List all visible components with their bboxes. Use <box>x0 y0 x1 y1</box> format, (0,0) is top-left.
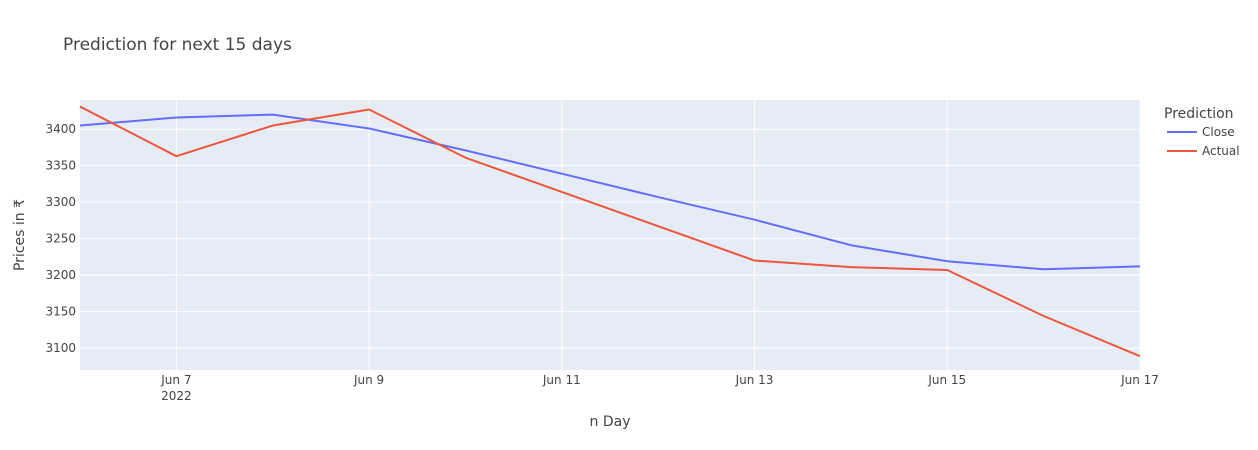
y-gridlines <box>80 128 1140 349</box>
y-tick-label: 3200 <box>45 268 76 282</box>
y-tick-label: 3150 <box>45 305 76 319</box>
x-tick-label: Jun 13 <box>735 373 774 387</box>
x-tick-label: Jun 7 <box>160 373 191 387</box>
x-tick-label: Jun 17 <box>1120 373 1159 387</box>
y-tick-label: 3350 <box>45 159 76 173</box>
chart-title: Prediction for next 15 days <box>63 35 292 55</box>
series-line-actual <box>79 105 1141 358</box>
y-tick-labels: 3100 3150 3200 3250 3300 3350 3400 <box>45 122 76 355</box>
x-tick-labels: Jun 7 2022 Jun 9 Jun 11 Jun 13 Jun 15 Jun 17 <box>160 373 1159 403</box>
plot-background <box>80 100 1140 370</box>
y-axis-title: Prices in ₹ <box>12 199 28 271</box>
y-tick-label: 3250 <box>45 232 76 246</box>
legend-label-close: Close <box>1202 125 1235 139</box>
x-tick-label: Jun 11 <box>542 373 581 387</box>
y-tick-label: 3400 <box>45 122 76 136</box>
series-lines <box>79 105 1141 358</box>
series-line-close <box>79 113 1141 271</box>
x-axis-title: n Day <box>590 414 631 430</box>
x-gridlines <box>175 100 1141 370</box>
y-tick-label: 3300 <box>45 195 76 209</box>
x-tick-label: Jun 9 <box>353 373 384 387</box>
x-tick-year-label: 2022 <box>161 389 192 403</box>
legend-title: Prediction <box>1164 106 1234 122</box>
y-tick-label: 3100 <box>45 341 76 355</box>
x-tick-label: Jun 15 <box>927 373 966 387</box>
legend-label-actual: Actual <box>1202 144 1240 158</box>
legend: Prediction Close Actual <box>1164 106 1240 158</box>
